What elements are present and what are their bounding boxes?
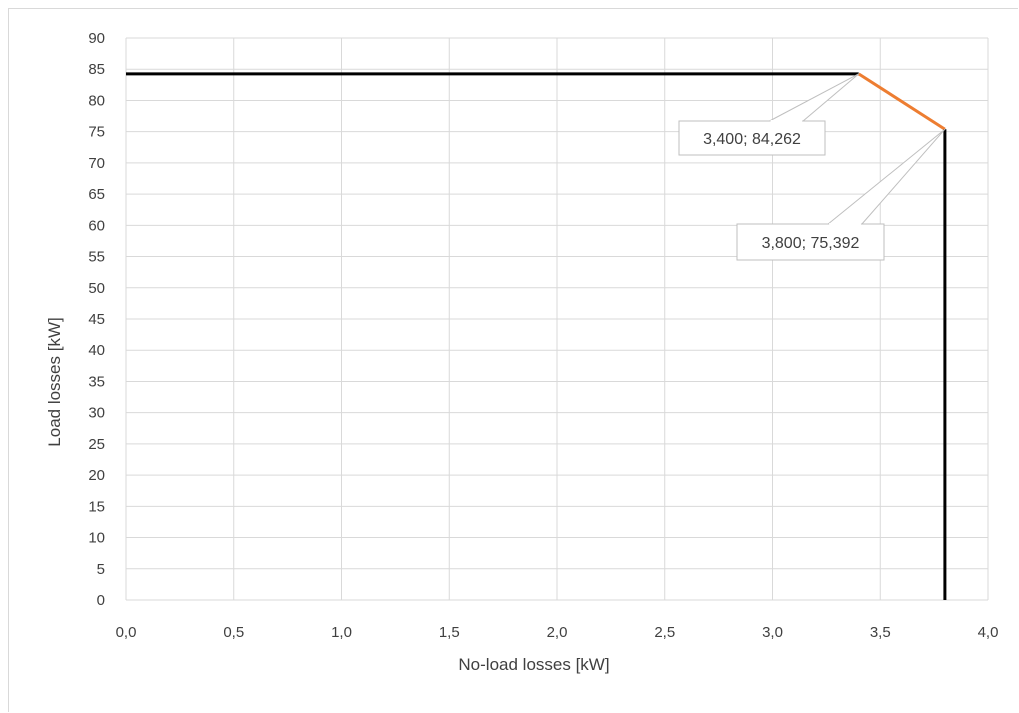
x-tick-label: 3,0: [762, 624, 783, 641]
x-tick-label: 0,0: [116, 624, 137, 641]
gridlines: [125, 37, 989, 601]
y-tick-label: 55: [88, 249, 105, 266]
y-tick-label: 20: [88, 467, 105, 484]
callout-box: [736, 223, 885, 261]
data-callouts: 3,400; 84,262 3,800; 75,392: [678, 73, 946, 261]
x-tick-label: 0,5: [223, 624, 244, 641]
chart-area: [8, 8, 1018, 712]
y-tick-label: 30: [88, 405, 105, 422]
y-tick-label: 65: [88, 186, 105, 203]
y-axis-title: Load losses [kW]: [45, 317, 64, 446]
x-tick-label: 3,5: [870, 624, 891, 641]
y-tick-label: 25: [88, 436, 105, 453]
y-tick-label: 85: [88, 61, 105, 78]
data-label: 3,800; 75,392: [762, 235, 860, 252]
y-tick-label: 0: [97, 592, 105, 609]
series-line-2: [857, 72, 946, 131]
x-tick-label: 1,0: [331, 624, 352, 641]
y-tick-label: 80: [88, 92, 105, 109]
y-tick-label: 50: [88, 280, 105, 297]
x-tick-label: 1,5: [439, 624, 460, 641]
callout-leader: [769, 73, 860, 122]
x-tick-label: 4,0: [978, 624, 999, 641]
plot-series: [126, 72, 947, 600]
x-axis-title: No-load losses [kW]: [458, 655, 609, 674]
y-tick-label: 70: [88, 155, 105, 172]
y-tick-label: 60: [88, 217, 105, 234]
y-tick-label: 90: [88, 30, 105, 47]
y-tick-label: 75: [88, 124, 105, 141]
callout-box: [678, 120, 826, 156]
y-tick-label: 35: [88, 373, 105, 390]
y-tick-label: 15: [88, 498, 105, 515]
x-tick-label: 2,0: [547, 624, 568, 641]
callout-leader: [827, 128, 946, 225]
y-tick-label: 40: [88, 342, 105, 359]
tick-labels: 0,0 0,5 1,0 1,5 2,0 2,5 3,0 3,5 4,0 0 5 10 15 20 25 30 3…: [88, 30, 998, 641]
data-label: 3,400; 84,262: [703, 131, 801, 148]
y-tick-label: 45: [88, 311, 105, 328]
x-tick-label: 2,5: [654, 624, 675, 641]
y-tick-label: 10: [88, 530, 105, 547]
y-tick-label: 5: [97, 561, 105, 578]
